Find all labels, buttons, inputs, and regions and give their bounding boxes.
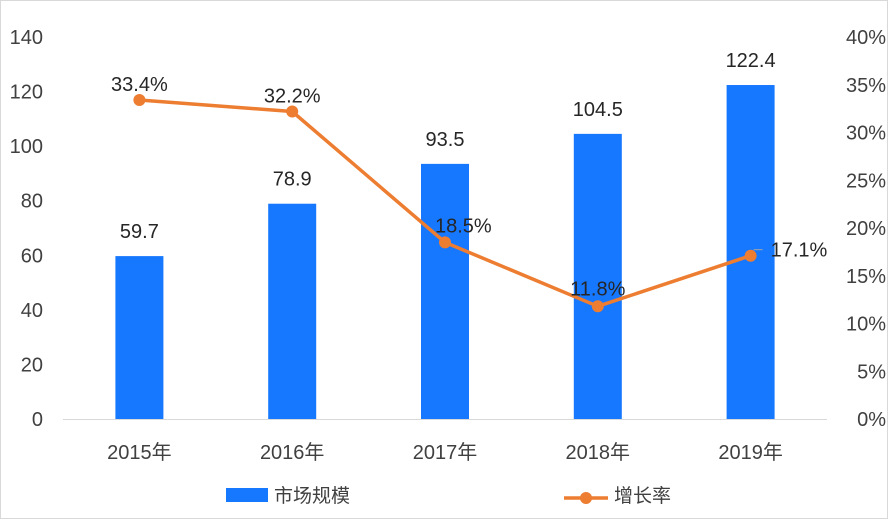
bar: [421, 163, 469, 419]
bar: [115, 256, 164, 419]
line-point: [439, 236, 451, 249]
line-data-label: 17.1%: [771, 240, 828, 262]
y-left-tick-label: 80: [21, 191, 43, 213]
line-data-label: 18.5%: [435, 215, 492, 237]
bar-data-label: 93.5: [426, 129, 465, 151]
x-tick-label: 2018年: [566, 441, 631, 464]
y-left-tick-label: 140: [10, 27, 43, 49]
line-data-label: 32.2%: [264, 85, 321, 107]
y-left-tick-label: 60: [21, 245, 43, 267]
bar: [573, 133, 622, 419]
y-right-tick-label: 20%: [846, 218, 886, 240]
x-tick-label: 2019年: [718, 441, 783, 464]
line-point: [591, 300, 604, 313]
x-tick-label: 2016年: [260, 441, 325, 464]
bar-data-label: 122.4: [726, 50, 776, 72]
y-right-tick-label: 25%: [846, 170, 886, 192]
line-data-label: 11.8%: [570, 278, 625, 300]
y-right-tick-label: 15%: [846, 266, 886, 288]
y-right-tick-label: 35%: [846, 75, 886, 97]
y-right-tick-label: 40%: [846, 27, 886, 49]
y-right-tick-label: 30%: [846, 123, 886, 145]
line-point: [744, 249, 757, 262]
legend-marker-line: [580, 492, 592, 504]
x-tick-label: 2017年: [413, 441, 478, 464]
legend-label-bar: 市场规模: [274, 485, 350, 507]
y-left-tick-label: 40: [21, 300, 43, 322]
x-tick-label: 2015年: [107, 441, 172, 464]
y-left-tick-label: 100: [10, 136, 43, 158]
bar: [268, 203, 317, 419]
line-point: [286, 105, 299, 118]
legend-swatch-bar: [226, 488, 268, 502]
bar-data-label: 59.7: [120, 221, 159, 243]
y-right-tick-label: 0%: [857, 409, 886, 431]
line-point: [133, 94, 146, 107]
bar-data-label: 104.5: [573, 99, 623, 121]
y-left-tick-label: 0: [32, 409, 43, 431]
legend-label-line: 增长率: [614, 485, 671, 507]
y-left-tick-label: 120: [10, 82, 43, 104]
y-right-tick-label: 10%: [846, 314, 886, 336]
line-data-label: 33.4%: [111, 74, 168, 96]
y-right-tick-label: 5%: [857, 361, 886, 383]
y-left-tick-label: 20: [21, 354, 43, 376]
bar-data-label: 78.9: [273, 169, 312, 191]
